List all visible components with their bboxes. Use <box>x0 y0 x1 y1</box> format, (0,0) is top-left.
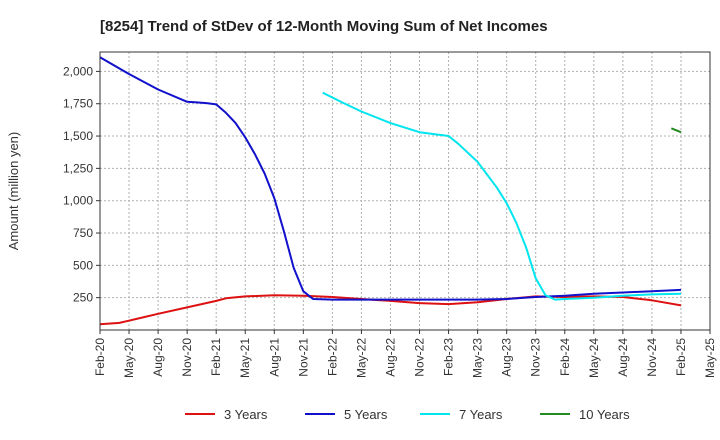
x-tick-label: May-21 <box>238 338 252 378</box>
y-tick-label: 750 <box>73 226 93 240</box>
x-tick-label: Feb-25 <box>674 338 688 376</box>
x-tick-label: Aug-24 <box>616 338 630 377</box>
x-tick-label: Feb-23 <box>442 338 456 376</box>
y-tick-label: 500 <box>73 258 93 272</box>
legend-label: 5 Years <box>344 407 388 422</box>
legend-label: 10 Years <box>579 407 630 422</box>
x-tick-label: Nov-22 <box>413 338 427 377</box>
x-tick-label: Feb-20 <box>93 338 107 376</box>
x-tick-label: May-20 <box>122 338 136 378</box>
y-tick-label: 2,000 <box>63 64 93 78</box>
x-tick-label: Feb-22 <box>325 338 339 376</box>
x-axis-ticks: Feb-20 May-20 Aug-20 Nov-20 Feb-21 May-21 Aug-… <box>93 330 717 378</box>
x-tick-label: Aug-23 <box>500 338 514 377</box>
y-axis-ticks: 250 500 750 1,000 1,250 1,500 1,750 2,000 <box>63 64 100 305</box>
legend-label: 3 Years <box>224 407 268 422</box>
y-tick-label: 250 <box>73 291 93 305</box>
series-line-5-years <box>99 56 682 301</box>
x-tick-label: May-24 <box>587 338 601 378</box>
x-tick-label: Feb-21 <box>209 338 223 376</box>
series-line-7-years <box>322 91 682 301</box>
y-tick-label: 1,250 <box>63 161 93 175</box>
legend: 3 Years 5 Years 7 Years 10 Years <box>185 407 630 422</box>
x-tick-label: May-23 <box>471 338 485 378</box>
plot-area-border <box>99 51 711 331</box>
series-line-10-years <box>670 127 682 134</box>
x-tick-label: Aug-20 <box>151 338 165 377</box>
x-tick-label: Aug-21 <box>267 338 281 377</box>
y-tick-label: 1,000 <box>63 194 93 208</box>
y-tick-label: 1,750 <box>63 97 93 111</box>
y-axis-label: Amount (million yen) <box>6 132 21 251</box>
grid <box>99 52 711 330</box>
x-tick-label: Nov-23 <box>529 338 543 377</box>
y-tick-label: 1,500 <box>63 129 93 143</box>
x-tick-label: May-22 <box>354 338 368 378</box>
x-tick-label: Nov-24 <box>645 338 659 377</box>
x-tick-label: Feb-24 <box>558 338 572 376</box>
chart-title: [8254] Trend of StDev of 12-Month Moving… <box>100 18 548 35</box>
x-tick-label: Aug-22 <box>383 338 397 377</box>
x-tick-label: May-25 <box>703 338 717 378</box>
x-tick-label: Nov-20 <box>180 338 194 377</box>
series-lines <box>99 56 682 326</box>
x-tick-label: Nov-21 <box>296 338 310 377</box>
legend-label: 7 Years <box>459 407 503 422</box>
